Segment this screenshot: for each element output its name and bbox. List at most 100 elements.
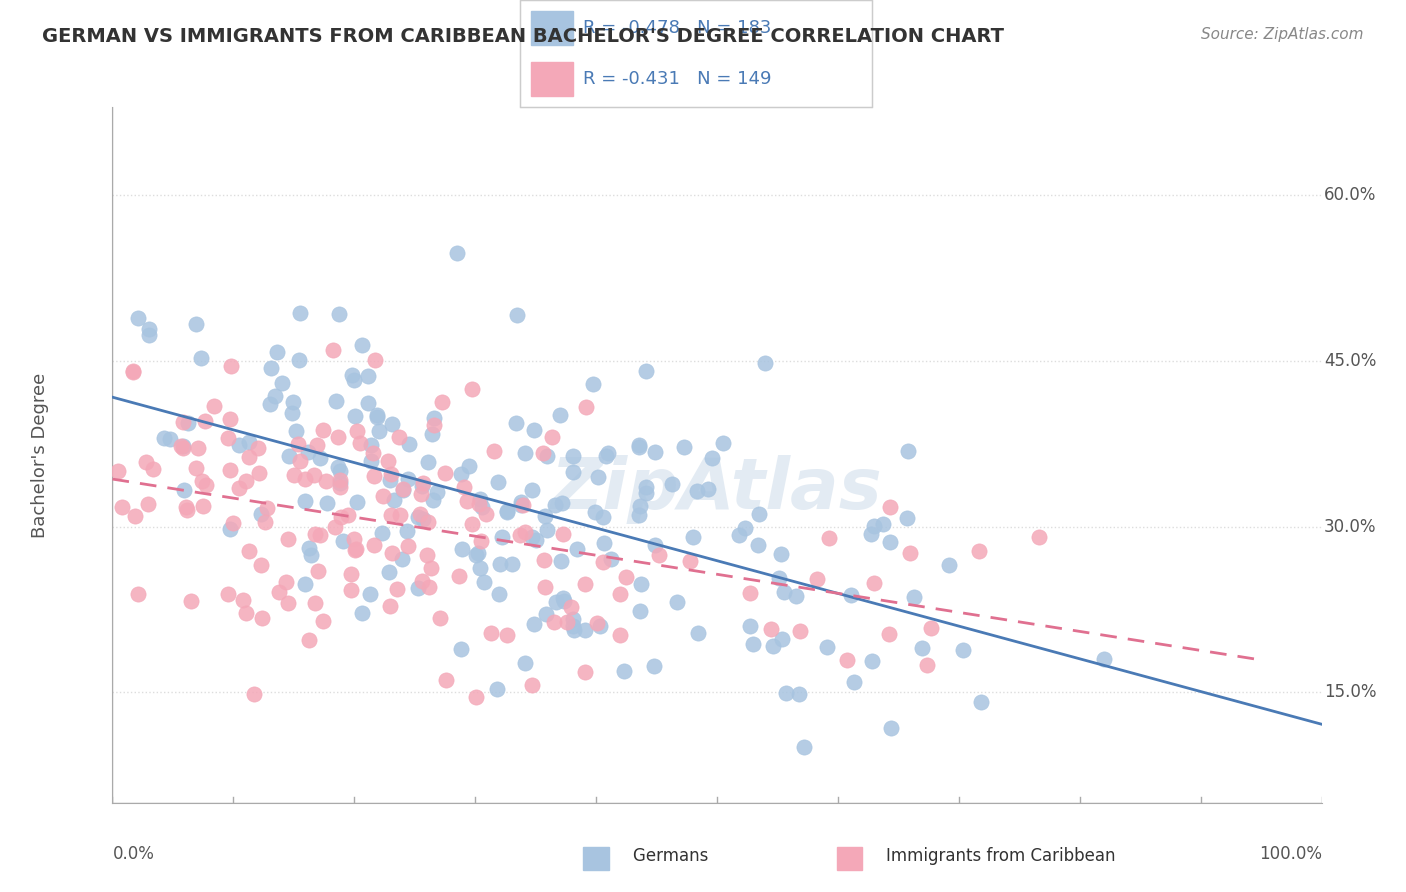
Point xyxy=(357,369,380,384)
Point xyxy=(509,528,531,542)
Point xyxy=(536,523,558,537)
Point xyxy=(330,510,353,524)
Point xyxy=(343,373,366,387)
Point xyxy=(768,571,790,585)
Point xyxy=(433,467,456,481)
Point xyxy=(176,503,198,517)
Point xyxy=(595,449,617,463)
Point xyxy=(453,480,475,494)
Point xyxy=(142,462,165,476)
Point xyxy=(910,640,932,655)
Point xyxy=(553,591,575,606)
Point xyxy=(818,531,841,545)
Point xyxy=(787,687,810,701)
Point xyxy=(938,558,960,572)
Text: R = -0.431   N = 149: R = -0.431 N = 149 xyxy=(583,70,772,88)
Point xyxy=(219,522,242,536)
Point xyxy=(859,526,882,541)
Point xyxy=(235,606,257,620)
Point xyxy=(412,476,434,491)
Point xyxy=(434,673,457,687)
Point xyxy=(747,537,769,551)
Point xyxy=(416,515,439,529)
FancyBboxPatch shape xyxy=(531,11,574,45)
Point xyxy=(484,444,506,458)
Point xyxy=(551,496,574,510)
Point xyxy=(486,681,509,696)
Point xyxy=(464,548,486,562)
Point xyxy=(520,483,543,497)
Point xyxy=(565,542,588,557)
Point xyxy=(496,504,519,518)
Point xyxy=(702,451,724,466)
Point xyxy=(219,359,242,373)
Point xyxy=(770,632,793,646)
Point xyxy=(574,623,596,637)
Point xyxy=(418,580,440,594)
Point xyxy=(204,399,226,413)
Point xyxy=(711,436,734,450)
Point xyxy=(952,643,974,657)
Point xyxy=(596,446,619,460)
Point xyxy=(247,442,270,456)
Point xyxy=(837,653,859,667)
Point xyxy=(793,740,815,755)
Point xyxy=(307,438,329,452)
Point xyxy=(396,472,419,486)
Point xyxy=(311,424,333,438)
Point xyxy=(586,615,609,630)
Point xyxy=(328,430,350,444)
Point xyxy=(541,429,564,443)
Point xyxy=(592,556,614,570)
Point xyxy=(281,395,304,409)
Point xyxy=(562,619,585,633)
Point xyxy=(287,437,309,451)
Point xyxy=(592,509,614,524)
Point xyxy=(672,440,695,454)
Point xyxy=(420,426,443,441)
Point xyxy=(172,438,194,452)
Point xyxy=(159,432,181,446)
Point xyxy=(772,584,794,599)
Point xyxy=(461,516,484,531)
Point xyxy=(523,423,546,437)
Point xyxy=(461,382,484,396)
Point xyxy=(416,549,439,563)
Point xyxy=(648,548,671,562)
Point xyxy=(388,508,411,523)
Point xyxy=(391,482,413,496)
Point xyxy=(562,623,585,637)
Point xyxy=(533,553,555,567)
Point xyxy=(136,497,159,511)
Point xyxy=(366,409,388,424)
Point xyxy=(377,454,399,468)
Point xyxy=(550,554,572,568)
Point xyxy=(496,505,519,519)
Point xyxy=(467,546,489,560)
Point xyxy=(276,575,298,590)
Point xyxy=(970,695,993,709)
Point xyxy=(863,518,886,533)
Point xyxy=(495,628,517,642)
Point xyxy=(363,538,385,552)
Point xyxy=(307,564,329,578)
Point xyxy=(553,593,575,607)
Point xyxy=(409,507,432,521)
Point xyxy=(328,307,350,321)
Point xyxy=(748,507,770,521)
Point xyxy=(396,539,419,553)
Point xyxy=(472,574,495,589)
Text: ZipAtlas: ZipAtlas xyxy=(551,455,883,524)
Point xyxy=(879,535,901,549)
Point xyxy=(357,396,380,410)
Point xyxy=(219,463,242,477)
Point xyxy=(380,467,402,481)
Point xyxy=(380,599,402,613)
Point xyxy=(299,548,322,562)
Point xyxy=(173,483,195,498)
Point xyxy=(465,690,488,705)
Point xyxy=(505,416,527,430)
Point xyxy=(325,394,347,409)
Point xyxy=(839,589,862,603)
Point xyxy=(281,406,304,420)
